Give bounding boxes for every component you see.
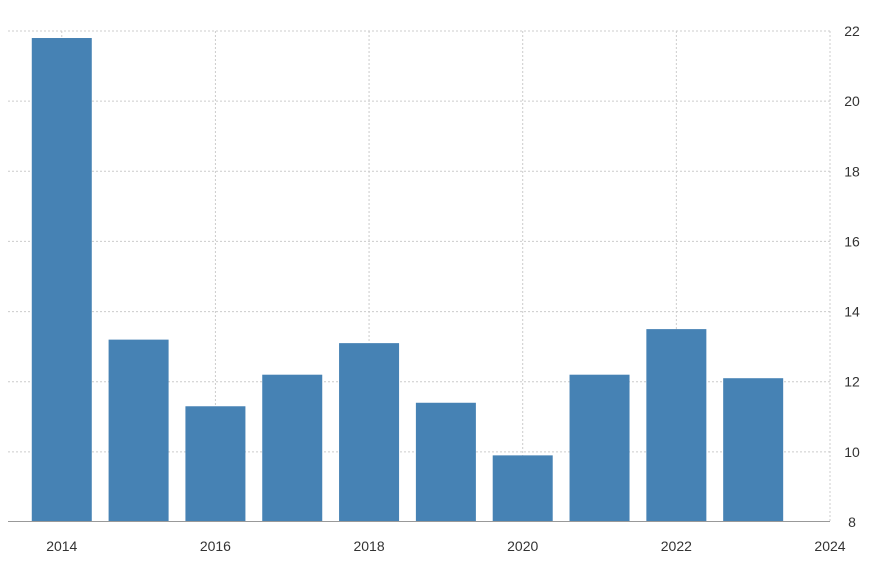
y-tick-label: 18 — [844, 163, 860, 179]
bar-2018[interactable] — [339, 343, 400, 522]
y-tick-labels: 8 10 12 14 16 18 20 22 — [844, 23, 860, 530]
bar-2014[interactable] — [31, 38, 92, 523]
y-tick-label: 12 — [844, 374, 860, 390]
bar-2022[interactable] — [646, 329, 707, 522]
x-tick-label: 2018 — [353, 538, 384, 554]
y-tick-label: 8 — [848, 514, 856, 530]
bars — [31, 38, 784, 523]
bar-2016[interactable] — [185, 406, 246, 522]
bar-2023[interactable] — [723, 378, 784, 522]
bar-2019[interactable] — [415, 402, 476, 522]
y-tick-label: 14 — [844, 304, 860, 320]
y-tick-label: 10 — [844, 444, 860, 460]
x-tick-label: 2022 — [661, 538, 692, 554]
y-tick-label: 16 — [844, 233, 860, 249]
x-tick-label: 2014 — [46, 538, 77, 554]
x-tick-labels: 2014 2016 2018 2020 2022 2024 — [46, 538, 846, 554]
bar-2020[interactable] — [492, 455, 553, 522]
bar-2015[interactable] — [108, 339, 169, 522]
x-tick-label: 2024 — [814, 538, 845, 554]
x-tick-label: 2020 — [507, 538, 538, 554]
y-tick-label: 22 — [844, 23, 860, 39]
bar-2021[interactable] — [569, 374, 630, 522]
bar-2017[interactable] — [262, 374, 323, 522]
x-tick-label: 2016 — [200, 538, 231, 554]
y-tick-label: 20 — [844, 93, 860, 109]
